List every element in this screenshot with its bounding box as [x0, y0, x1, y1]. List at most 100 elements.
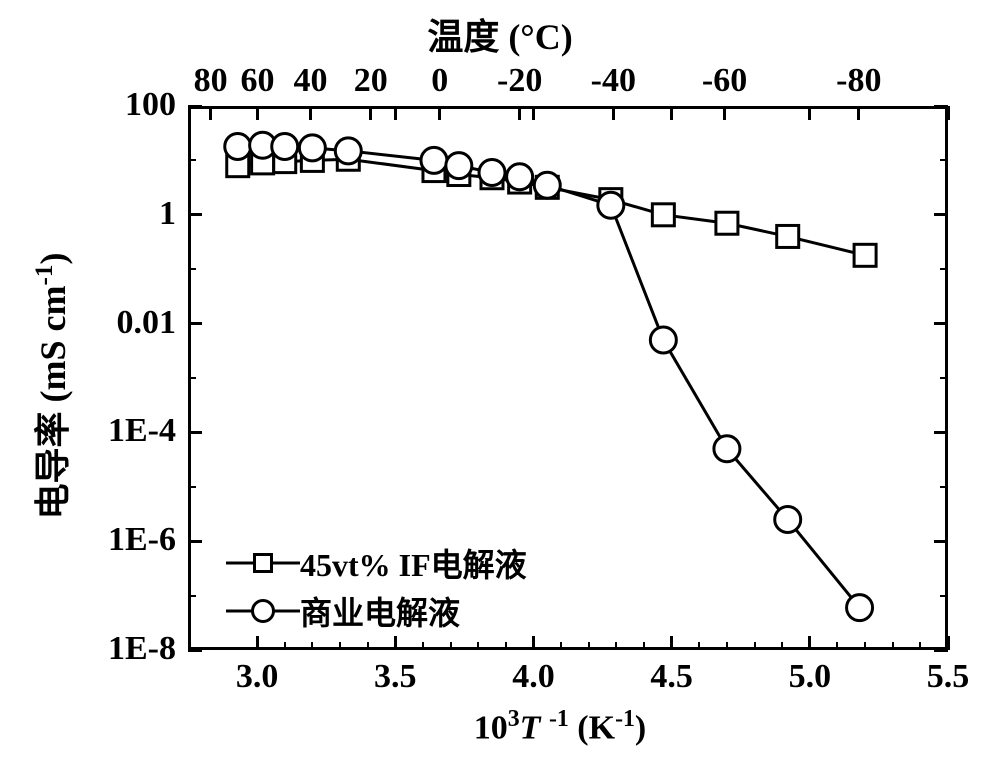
tick	[836, 642, 838, 650]
series-marker	[446, 153, 472, 179]
tick	[367, 642, 369, 650]
tick	[940, 486, 948, 488]
tick	[940, 159, 948, 161]
tick-label: 4.0	[493, 658, 573, 696]
series-marker	[225, 134, 251, 160]
series-marker	[299, 135, 325, 161]
series-line	[238, 145, 860, 607]
tick	[864, 642, 866, 650]
tick	[188, 431, 202, 434]
tick	[188, 268, 196, 270]
series-marker	[534, 172, 560, 198]
tick-label: 0	[400, 62, 480, 100]
tick-label: 100	[46, 86, 176, 124]
tick	[808, 636, 811, 650]
series-marker	[775, 507, 801, 533]
tick	[505, 642, 507, 650]
series-marker	[777, 225, 799, 247]
tick	[394, 106, 397, 120]
series-marker	[714, 436, 740, 462]
tick	[934, 105, 948, 108]
tick-label: 1E-8	[46, 630, 176, 668]
tick	[934, 431, 948, 434]
tick	[934, 649, 948, 652]
tick	[615, 642, 617, 650]
series-marker	[650, 327, 676, 353]
tick-label: 5.5	[908, 658, 988, 696]
tick-label: 1E-6	[46, 521, 176, 559]
tick	[256, 636, 259, 650]
tick	[532, 636, 535, 650]
tick	[934, 213, 948, 216]
tick	[892, 642, 894, 650]
tick	[369, 106, 372, 120]
tick	[940, 268, 948, 270]
legend-item: 45vt% IF电解液	[226, 540, 527, 586]
tick	[284, 642, 286, 650]
tick	[934, 540, 948, 543]
tick	[256, 106, 259, 120]
tick	[188, 377, 196, 379]
tick	[781, 642, 783, 650]
tick-label: -20	[480, 62, 560, 100]
series-marker	[847, 595, 873, 621]
series-marker	[272, 134, 298, 160]
tick-label: -40	[573, 62, 653, 100]
series-marker	[854, 244, 876, 266]
tick	[209, 106, 212, 120]
tick	[477, 642, 479, 650]
tick	[919, 642, 921, 650]
legend-label: 商业电解液	[300, 588, 460, 634]
tick	[754, 642, 756, 650]
tick-label: -60	[685, 62, 765, 100]
tick	[422, 642, 424, 650]
tick	[188, 105, 202, 108]
tick	[188, 540, 202, 543]
legend-swatch	[226, 598, 300, 624]
tick	[808, 106, 811, 120]
tick	[394, 636, 397, 650]
tick	[612, 106, 615, 120]
series-marker	[652, 204, 674, 226]
tick	[670, 636, 673, 650]
tick	[560, 642, 562, 650]
chart-container: 温度 (°C) 电导率 (mS cm-1) 103T -1 (K-1) 45vt…	[0, 0, 1000, 770]
tick	[188, 595, 196, 597]
tick-label: 0.01	[46, 304, 176, 342]
tick	[643, 642, 645, 650]
tick	[670, 106, 673, 120]
tick-label: 20	[331, 62, 411, 100]
tick	[934, 322, 948, 325]
tick	[450, 642, 452, 650]
tick-label: 1E-4	[46, 412, 176, 450]
series-marker	[421, 147, 447, 173]
tick-label: 3.0	[217, 658, 297, 696]
tick	[188, 649, 202, 652]
series-marker	[507, 164, 533, 190]
tick-label: 1	[46, 195, 176, 233]
tick-label: -80	[819, 62, 899, 100]
tick	[857, 106, 860, 120]
tick	[188, 159, 196, 161]
series-marker	[335, 138, 361, 164]
tick	[940, 595, 948, 597]
tick-label: 5.0	[770, 658, 850, 696]
series-marker	[598, 192, 624, 218]
legend: 45vt% IF电解液商业电解液	[226, 540, 527, 634]
tick	[698, 642, 700, 650]
series-marker	[479, 159, 505, 185]
series-marker	[716, 212, 738, 234]
legend-swatch	[226, 550, 300, 576]
tick	[588, 642, 590, 650]
tick	[518, 106, 521, 120]
tick	[723, 106, 726, 120]
tick	[438, 106, 441, 120]
tick	[940, 377, 948, 379]
tick	[309, 106, 312, 120]
tick	[339, 642, 341, 650]
tick	[311, 642, 313, 650]
tick	[726, 642, 728, 650]
legend-item: 商业电解液	[226, 588, 527, 634]
tick	[188, 213, 202, 216]
tick-label: 3.5	[355, 658, 435, 696]
